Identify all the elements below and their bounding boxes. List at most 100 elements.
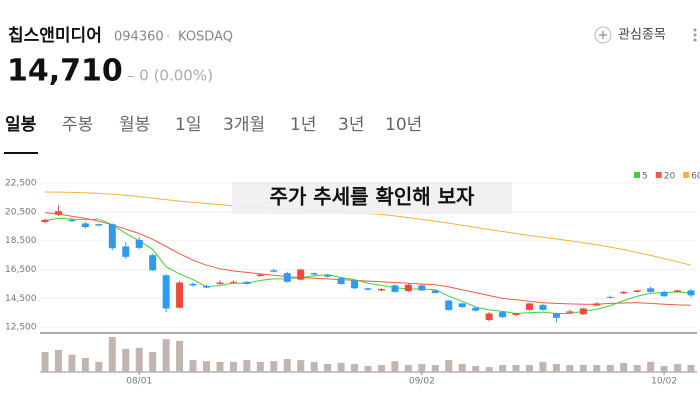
legend-swatch: [634, 172, 640, 178]
annotation-bg: [232, 182, 512, 214]
tab[interactable]: 1일: [175, 115, 201, 135]
volume-bar: [176, 340, 184, 372]
volume-bar: [41, 352, 49, 372]
volume-bar: [256, 361, 264, 372]
candle-body: [270, 270, 278, 272]
volume-bar: [579, 365, 587, 372]
candle-body: [539, 304, 547, 310]
volume-bar: [606, 365, 614, 372]
volume-bar: [229, 361, 237, 372]
dot[interactable]: [693, 38, 697, 42]
volume-bar: [135, 347, 143, 372]
volume-bar: [526, 365, 533, 372]
candle-body: [579, 308, 587, 315]
candle-body: [68, 219, 76, 222]
price-change: – 0 (0.00%): [127, 67, 213, 85]
candle-body: [633, 290, 641, 292]
watch-plus[interactable]: [599, 31, 607, 39]
candle-body: [431, 290, 439, 294]
y-tick-label: 22,500: [5, 179, 37, 189]
y-tick-label: 20,500: [5, 207, 37, 217]
candle-body: [512, 313, 520, 315]
tab[interactable]: 일봉: [5, 115, 37, 135]
volume-bar: [108, 337, 116, 372]
menu-dots[interactable]: [693, 28, 697, 42]
volume-bar: [54, 349, 62, 372]
candle-body: [162, 275, 170, 309]
stock-code: 094360: [114, 30, 164, 45]
candle-body: [647, 288, 655, 292]
volume-bar: [68, 354, 76, 372]
candle-body: [552, 313, 560, 318]
volume-bar: [431, 365, 439, 372]
tab[interactable]: 3년: [338, 115, 364, 135]
volume-bar: [270, 361, 278, 372]
tab[interactable]: 주봉: [62, 115, 93, 135]
watch-icon[interactable]: [594, 26, 612, 44]
volume-bar: [216, 361, 224, 372]
candle-body: [472, 307, 480, 311]
volume-bar: [324, 363, 332, 372]
candle-body: [485, 313, 493, 321]
candle-body: [54, 211, 62, 215]
candle-body: [404, 284, 412, 292]
volume-bar: [377, 365, 385, 372]
volume-bar: [539, 361, 547, 372]
candle-body: [391, 285, 399, 292]
candle-body: [337, 278, 345, 284]
volume-bar: [485, 367, 493, 372]
volume-bar: [162, 339, 170, 372]
candle-body: [499, 312, 507, 318]
legend-label: 20: [664, 172, 676, 182]
candle-body: [620, 291, 628, 294]
volume-bar: [687, 365, 695, 372]
candle-body: [243, 281, 251, 284]
candle-body: [216, 282, 224, 284]
volume-bar: [203, 361, 210, 372]
candle-body: [149, 255, 157, 271]
volume-bar: [674, 363, 682, 372]
tab[interactable]: 1년: [290, 115, 316, 135]
volume-bar: [418, 363, 426, 372]
tab[interactable]: 3개월: [223, 115, 265, 135]
volume-bar: [391, 361, 399, 372]
watch-label[interactable]: 관심종목: [618, 28, 666, 43]
ma-line: [44, 212, 692, 306]
legend-swatch: [655, 172, 662, 178]
candle-body: [351, 280, 359, 289]
x-tick-label: 10/02: [651, 377, 677, 387]
tab[interactable]: 월봉: [119, 115, 150, 135]
volume-bar: [81, 358, 89, 372]
candle-body: [135, 239, 143, 248]
candle-body: [566, 311, 574, 313]
candle-body: [81, 223, 89, 228]
volume-bar: [472, 366, 480, 372]
candle-body: [606, 296, 614, 298]
stock-name: 칩스앤미디어: [8, 25, 102, 46]
volume-bar: [351, 363, 359, 372]
legend-label: 5: [642, 172, 648, 182]
volume-bar: [149, 352, 157, 372]
candle-body: [297, 269, 305, 280]
watch-button[interactable]: 관심종목: [594, 26, 666, 44]
volume-bar: [566, 365, 574, 372]
candle-body: [445, 300, 453, 310]
volume-bar: [297, 360, 305, 372]
tab[interactable]: 10년: [385, 115, 422, 135]
ma-line: [44, 217, 692, 315]
dot[interactable]: [693, 33, 697, 37]
volume-bar: [337, 362, 345, 372]
y-tick-label: 14,500: [5, 294, 37, 304]
candle-body: [674, 290, 682, 292]
candle-body: [364, 288, 372, 290]
price: 14,710: [7, 54, 123, 89]
tab-bar: 일봉 주봉 월봉 1일 3개월 1년 3년 10년: [5, 115, 422, 135]
candle-body: [283, 273, 291, 282]
candle-body: [95, 224, 103, 226]
volume-bar: [243, 360, 251, 372]
candle-body: [324, 275, 332, 277]
dot[interactable]: [693, 28, 697, 32]
candle-body: [41, 219, 49, 222]
volume-bar: [552, 363, 560, 372]
